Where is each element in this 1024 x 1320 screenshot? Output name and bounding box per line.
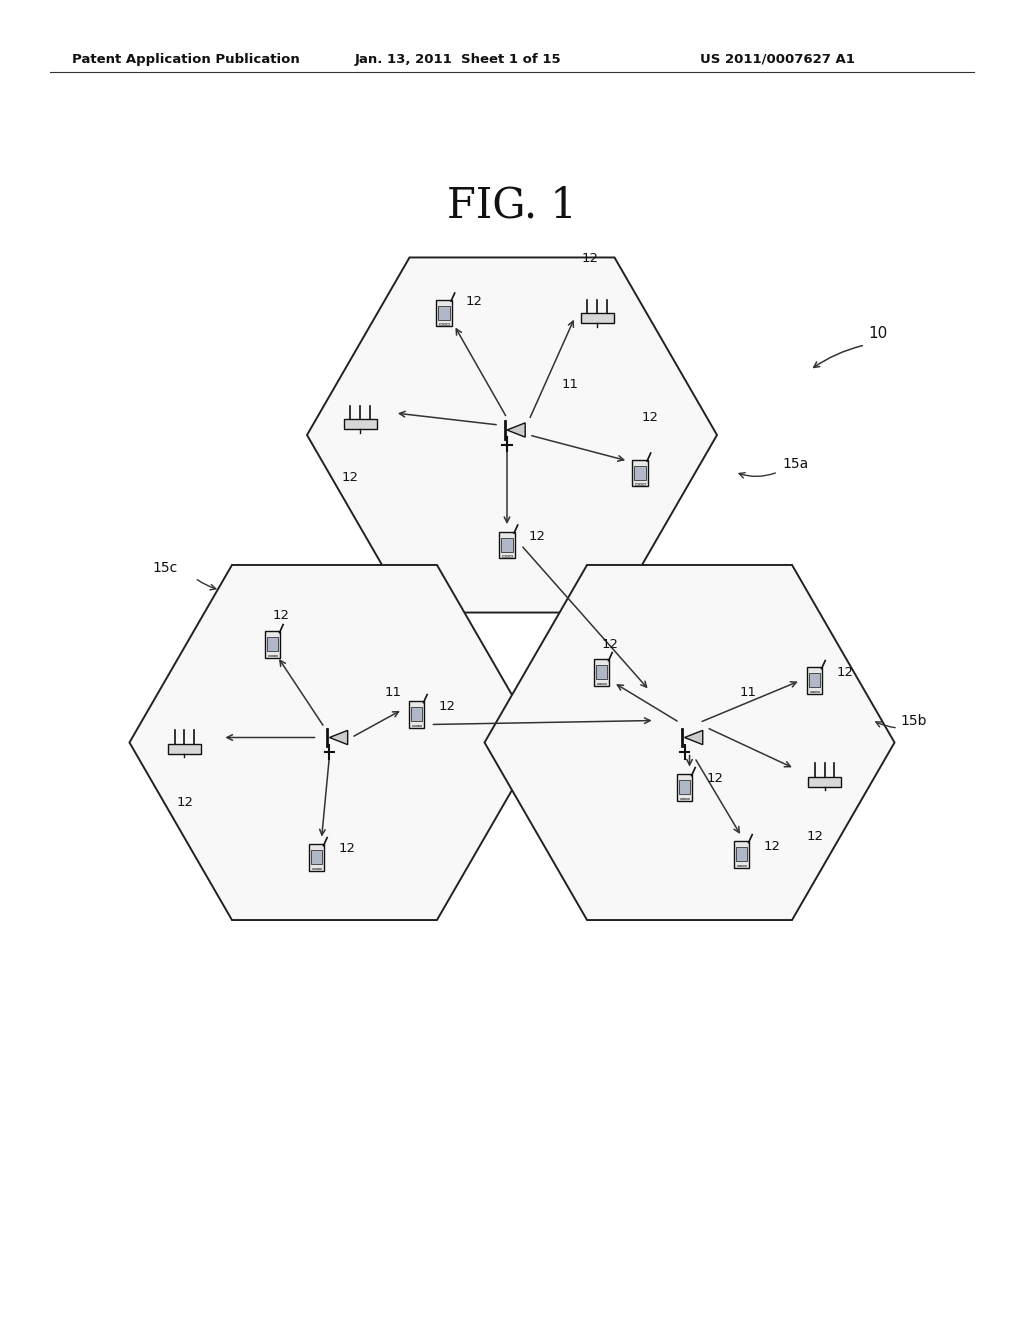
Bar xyxy=(740,865,743,866)
Bar xyxy=(411,708,422,721)
Text: 12: 12 xyxy=(582,252,599,265)
Bar xyxy=(632,459,648,486)
Bar xyxy=(594,659,609,685)
Polygon shape xyxy=(507,422,525,437)
Bar xyxy=(509,554,512,557)
Text: 12: 12 xyxy=(707,772,724,785)
Bar xyxy=(597,682,599,684)
Text: 10: 10 xyxy=(868,326,887,341)
Text: 12: 12 xyxy=(807,830,823,843)
Polygon shape xyxy=(484,565,895,920)
Polygon shape xyxy=(129,565,540,920)
Bar xyxy=(308,845,325,871)
Bar xyxy=(442,323,445,325)
Polygon shape xyxy=(307,257,717,612)
Bar xyxy=(810,690,812,692)
Bar xyxy=(343,420,377,429)
Text: 12: 12 xyxy=(339,842,355,855)
Bar xyxy=(318,867,322,869)
Bar xyxy=(735,847,748,861)
Bar xyxy=(500,532,515,558)
Bar xyxy=(743,865,746,866)
Bar xyxy=(274,655,278,656)
Bar xyxy=(311,867,314,869)
Text: 12: 12 xyxy=(764,840,780,853)
Bar xyxy=(677,775,692,801)
Bar xyxy=(734,841,750,867)
Polygon shape xyxy=(330,730,348,744)
Text: 12: 12 xyxy=(176,796,194,808)
Bar xyxy=(680,797,683,799)
Bar xyxy=(271,655,273,656)
Bar xyxy=(446,323,449,325)
Text: 15c: 15c xyxy=(152,561,177,576)
Text: 12: 12 xyxy=(466,294,483,308)
Bar xyxy=(310,850,323,865)
Text: FIG. 1: FIG. 1 xyxy=(447,183,577,226)
Bar xyxy=(581,313,613,323)
Bar xyxy=(315,867,317,869)
Bar xyxy=(679,780,690,795)
Text: 12: 12 xyxy=(529,531,546,543)
Text: Jan. 13, 2011  Sheet 1 of 15: Jan. 13, 2011 Sheet 1 of 15 xyxy=(355,53,561,66)
Text: 12: 12 xyxy=(601,638,618,651)
Bar xyxy=(412,725,415,726)
Bar xyxy=(634,466,646,479)
Text: 12: 12 xyxy=(342,471,359,484)
Bar xyxy=(596,665,607,678)
Bar xyxy=(266,638,279,651)
Bar xyxy=(419,725,421,726)
Text: 12: 12 xyxy=(837,665,854,678)
Bar xyxy=(439,323,442,325)
Bar xyxy=(506,554,508,557)
Bar xyxy=(409,701,424,727)
Text: 11: 11 xyxy=(562,378,579,391)
Bar xyxy=(436,300,452,326)
Polygon shape xyxy=(684,730,702,744)
Bar xyxy=(816,690,819,692)
Bar xyxy=(808,776,841,787)
Bar xyxy=(736,865,739,866)
Bar xyxy=(600,682,603,684)
Bar xyxy=(686,797,689,799)
Bar xyxy=(168,743,201,754)
Text: 11: 11 xyxy=(739,685,757,698)
Text: 12: 12 xyxy=(272,610,290,623)
Bar xyxy=(267,655,270,656)
Bar xyxy=(415,725,418,726)
Bar xyxy=(809,673,820,688)
Bar xyxy=(635,483,638,484)
Text: US 2011/0007627 A1: US 2011/0007627 A1 xyxy=(700,53,855,66)
Bar xyxy=(264,631,281,657)
Bar xyxy=(502,554,505,557)
Text: 15a: 15a xyxy=(782,457,808,471)
Bar xyxy=(813,690,816,692)
Bar xyxy=(642,483,645,484)
Bar xyxy=(807,668,822,694)
Bar xyxy=(603,682,606,684)
Text: 11: 11 xyxy=(384,685,401,698)
Text: 12: 12 xyxy=(642,411,659,424)
Text: 15b: 15b xyxy=(900,714,927,729)
Bar xyxy=(639,483,641,484)
Bar xyxy=(501,537,513,552)
Text: Patent Application Publication: Patent Application Publication xyxy=(72,53,300,66)
Bar xyxy=(438,306,450,319)
Text: 12: 12 xyxy=(438,700,456,713)
Bar xyxy=(683,797,686,799)
